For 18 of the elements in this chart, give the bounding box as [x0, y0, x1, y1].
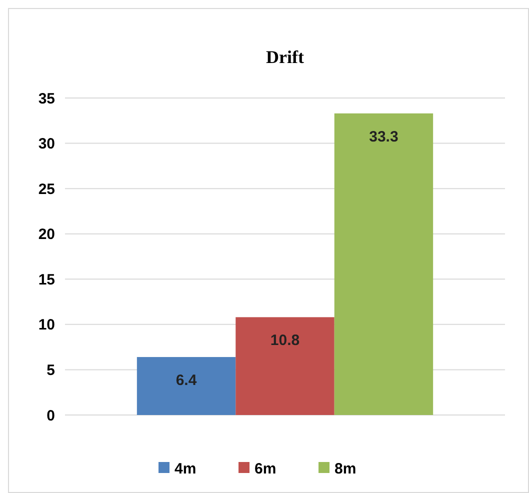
bar — [236, 317, 334, 415]
bar — [334, 113, 434, 415]
data-label: 33.3 — [369, 128, 398, 146]
y-tick-label: 0 — [46, 407, 55, 424]
legend-label: 4m — [174, 460, 196, 478]
y-tick-label: 15 — [38, 271, 55, 288]
y-tick-label: 20 — [38, 226, 55, 244]
data-label: 6.4 — [176, 372, 198, 390]
y-tick-label: 25 — [38, 180, 55, 198]
data-label: 10.8 — [270, 332, 300, 350]
legend-label: 8m — [334, 460, 356, 478]
y-tick-label: 5 — [46, 362, 55, 379]
y-tick-label: 30 — [38, 136, 55, 153]
y-tick-label: 10 — [38, 316, 55, 334]
legend-label: 6m — [254, 460, 276, 478]
chart-title: Drift — [266, 47, 304, 67]
y-tick-label: 35 — [38, 90, 55, 108]
bar — [136, 357, 236, 415]
